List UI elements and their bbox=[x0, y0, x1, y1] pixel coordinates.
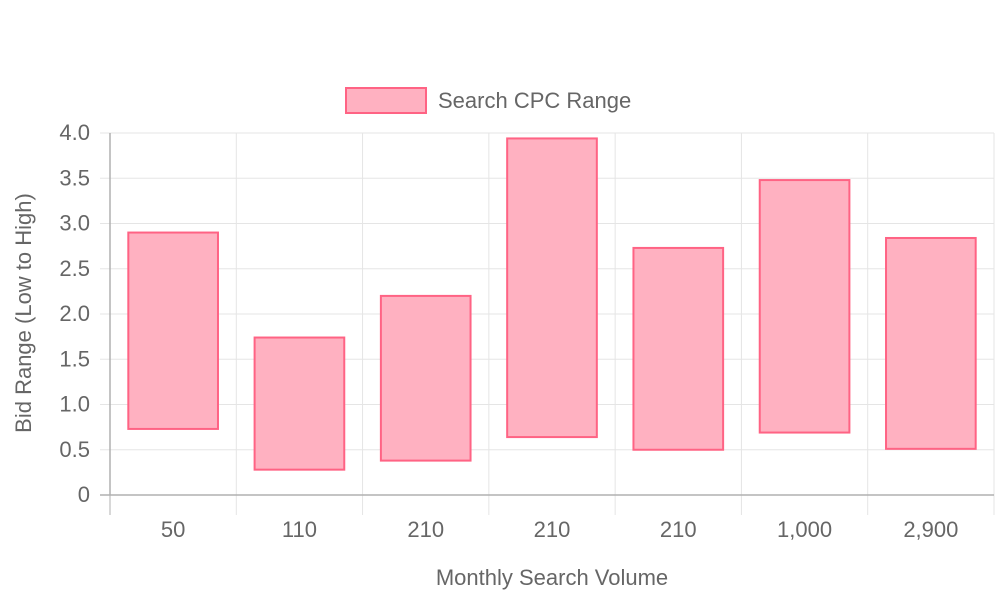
y-tick-label: 2.5 bbox=[59, 256, 90, 281]
y-tick-label: 3.5 bbox=[59, 165, 90, 190]
range-bar bbox=[885, 236, 977, 450]
y-tick-label: 0 bbox=[78, 482, 90, 507]
range-bar bbox=[379, 294, 472, 462]
x-tick-label: 1,000 bbox=[777, 517, 832, 542]
x-axis-title: Monthly Search Volume bbox=[436, 565, 668, 590]
axes bbox=[100, 133, 994, 496]
y-tick-label: 4.0 bbox=[59, 120, 90, 145]
legend-swatch bbox=[345, 87, 427, 114]
x-tick-label: 2,900 bbox=[903, 517, 958, 542]
x-tick-label: 110 bbox=[282, 517, 317, 542]
x-tick-label: 210 bbox=[407, 517, 444, 542]
range-bar bbox=[127, 231, 219, 430]
x-tick-label: 210 bbox=[660, 517, 697, 542]
y-tick-label: 2.0 bbox=[59, 301, 90, 326]
legend[interactable]: Search CPC Range bbox=[345, 87, 631, 114]
bars bbox=[127, 137, 977, 471]
y-tick-label: 1.5 bbox=[59, 346, 90, 371]
x-tick-label: 50 bbox=[161, 517, 185, 542]
y-tick-label: 3.0 bbox=[59, 211, 90, 236]
y-tick-label: 0.5 bbox=[59, 437, 90, 462]
x-tick-label: 210 bbox=[534, 517, 571, 542]
range-bar bbox=[506, 137, 598, 439]
y-axis-ticks: 0 0.5 1.0 1.5 2.0 2.5 3.0 3.5 4.0 bbox=[59, 120, 90, 507]
range-bar bbox=[253, 336, 346, 471]
x-axis-ticks: 50 110 210 210 210 1,000 2,900 bbox=[161, 517, 958, 542]
range-bar bbox=[758, 179, 851, 434]
y-axis-title: Bid Range (Low to High) bbox=[11, 193, 36, 433]
range-bar bbox=[632, 246, 725, 451]
legend-label: Search CPC Range bbox=[438, 88, 631, 113]
y-tick-label: 1.0 bbox=[59, 392, 90, 417]
